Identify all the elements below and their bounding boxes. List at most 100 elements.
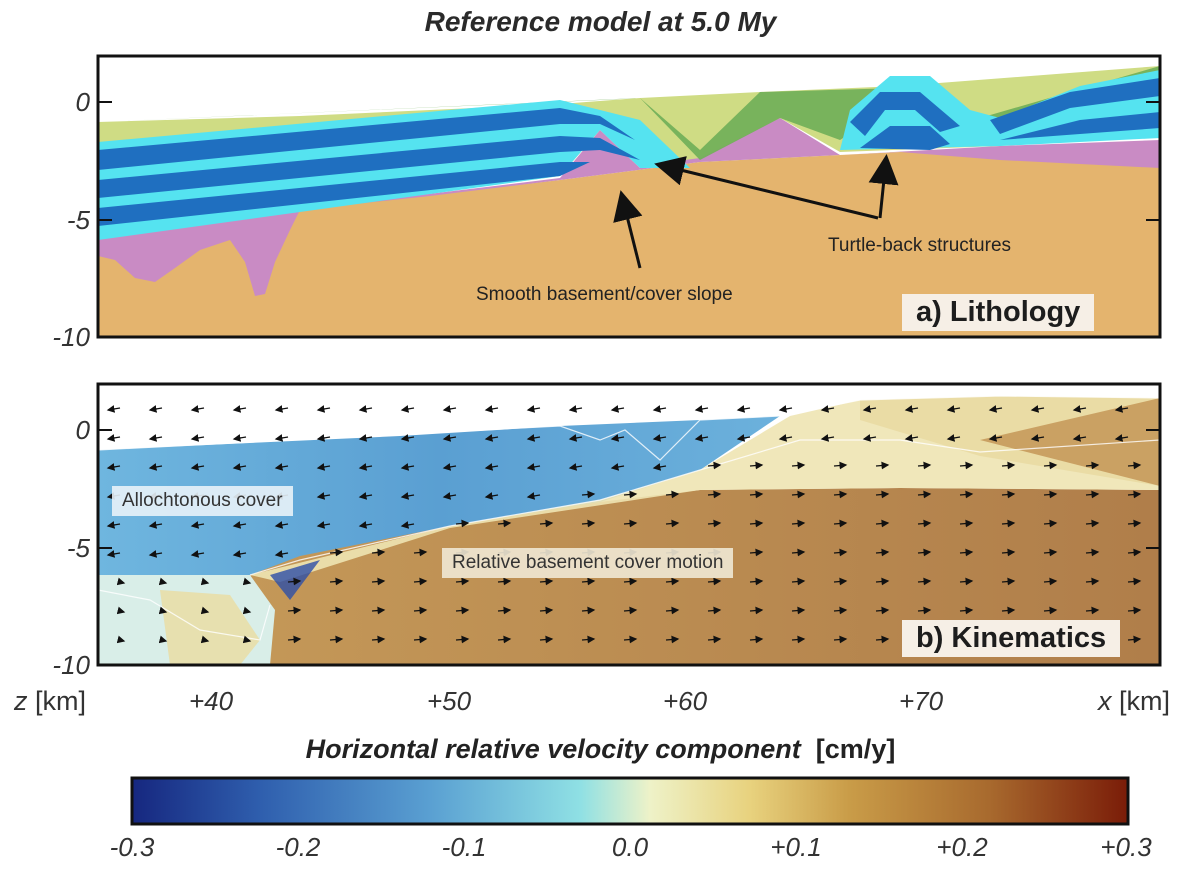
velocity-arrow bbox=[581, 519, 596, 528]
velocity-arrow bbox=[400, 405, 415, 413]
arrow-turtle-left bbox=[654, 156, 879, 220]
velocity-arrow bbox=[833, 548, 848, 557]
velocity-arrow bbox=[749, 606, 764, 615]
velocity-arrow bbox=[329, 635, 344, 644]
velocity-arrow bbox=[707, 461, 722, 470]
velocity-arrow bbox=[875, 635, 890, 644]
velocity-arrow bbox=[358, 434, 373, 442]
velocity-arrow bbox=[274, 550, 289, 558]
velocity-arrow bbox=[316, 492, 331, 500]
lithology-frame bbox=[96, 54, 1162, 339]
velocity-arrow bbox=[568, 405, 583, 413]
panel-a-label: a) Lithology bbox=[902, 294, 1095, 331]
velocity-arrow bbox=[1127, 490, 1142, 499]
velocity-arrow bbox=[749, 490, 764, 499]
velocity-arrow bbox=[497, 635, 512, 644]
velocity-arrow bbox=[400, 521, 415, 529]
velocity-arrow bbox=[371, 606, 386, 615]
velocity-arrow bbox=[862, 405, 877, 413]
velocity-arrow bbox=[1043, 548, 1058, 557]
velocity-arrow bbox=[568, 434, 583, 442]
velocity-arrow bbox=[623, 635, 638, 644]
velocity-arrow bbox=[1127, 461, 1142, 470]
velocity-arrow bbox=[358, 521, 373, 529]
velocity-arrow bbox=[959, 490, 974, 499]
velocity-arrow bbox=[484, 405, 499, 413]
figure-title: Reference model at 5.0 My bbox=[424, 6, 777, 37]
velocity-arrow bbox=[526, 463, 541, 471]
velocity-arrow bbox=[833, 606, 848, 615]
kinematics-frame bbox=[96, 382, 1162, 667]
velocity-arrow bbox=[707, 606, 722, 615]
velocity-arrow bbox=[526, 405, 541, 413]
velocity-arrow bbox=[820, 434, 835, 442]
velocity-arrow bbox=[1072, 405, 1087, 413]
velocity-arrow bbox=[1043, 519, 1058, 528]
velocity-arrow bbox=[1001, 490, 1016, 499]
velocity-arrow bbox=[316, 521, 331, 529]
velocity-arrow bbox=[232, 521, 247, 529]
velocity-arrow bbox=[329, 548, 344, 557]
velocity-arrow bbox=[148, 405, 163, 413]
y-tick-b-10: -10 bbox=[52, 650, 90, 680]
velocity-arrow bbox=[116, 606, 126, 615]
velocity-arrow bbox=[1127, 606, 1142, 615]
velocity-arrow bbox=[833, 461, 848, 470]
velocity-arrow bbox=[484, 463, 499, 471]
colorbar-tick-2: -0.1 bbox=[441, 832, 487, 862]
velocity-arrow bbox=[610, 405, 625, 413]
velocity-arrow bbox=[791, 635, 806, 644]
velocity-arrow bbox=[287, 635, 302, 644]
velocity-arrow bbox=[106, 550, 121, 558]
velocity-arrow bbox=[707, 577, 722, 586]
velocity-arrow bbox=[358, 492, 373, 500]
velocity-arrow bbox=[959, 548, 974, 557]
velocity-arrow bbox=[791, 548, 806, 557]
velocity-arrow bbox=[148, 463, 163, 471]
velocity-arrow bbox=[833, 635, 848, 644]
colorbar-tick-6: +0.3 bbox=[1100, 832, 1152, 862]
velocity-arrow bbox=[917, 548, 932, 557]
velocity-arrow bbox=[1127, 519, 1142, 528]
velocity-arrow bbox=[623, 519, 638, 528]
velocity-arrow bbox=[1085, 548, 1100, 557]
velocity-arrow bbox=[610, 463, 625, 471]
velocity-arrow bbox=[442, 405, 457, 413]
x-tick-60: +60 bbox=[662, 686, 708, 716]
velocity-arrow bbox=[455, 519, 470, 528]
velocity-arrow bbox=[568, 463, 583, 471]
velocity-arrow bbox=[484, 434, 499, 442]
velocity-arrow bbox=[791, 577, 806, 586]
velocity-arrow bbox=[875, 461, 890, 470]
velocity-arrow bbox=[652, 434, 667, 442]
velocity-arrow bbox=[316, 463, 331, 471]
velocity-arrow bbox=[158, 635, 168, 644]
velocity-arrow bbox=[442, 492, 457, 500]
velocity-arrow bbox=[749, 548, 764, 557]
velocity-arrow bbox=[862, 434, 877, 442]
velocity-arrow bbox=[1043, 461, 1058, 470]
velocity-arrow bbox=[1001, 461, 1016, 470]
velocity-arrow bbox=[539, 635, 554, 644]
velocity-arrow bbox=[190, 405, 205, 413]
velocity-arrow bbox=[875, 490, 890, 499]
velocity-arrow bbox=[959, 519, 974, 528]
velocity-arrow bbox=[400, 492, 415, 500]
velocity-arrow bbox=[959, 606, 974, 615]
velocity-arrow bbox=[106, 521, 121, 529]
velocity-arrow bbox=[610, 434, 625, 442]
velocity-arrow bbox=[329, 606, 344, 615]
velocity-arrow bbox=[791, 461, 806, 470]
velocity-arrow bbox=[200, 635, 210, 644]
velocity-arrow bbox=[1085, 577, 1100, 586]
velocity-arrow bbox=[358, 405, 373, 413]
velocity-arrow bbox=[917, 490, 932, 499]
panel-b-label: b) Kinematics bbox=[902, 620, 1121, 657]
velocity-arrow bbox=[946, 434, 961, 442]
velocity-arrow bbox=[371, 548, 386, 557]
velocity-arrow bbox=[917, 606, 932, 615]
velocity-arrow bbox=[959, 461, 974, 470]
velocity-arrow bbox=[1085, 461, 1100, 470]
velocity-arrow bbox=[1043, 490, 1058, 499]
